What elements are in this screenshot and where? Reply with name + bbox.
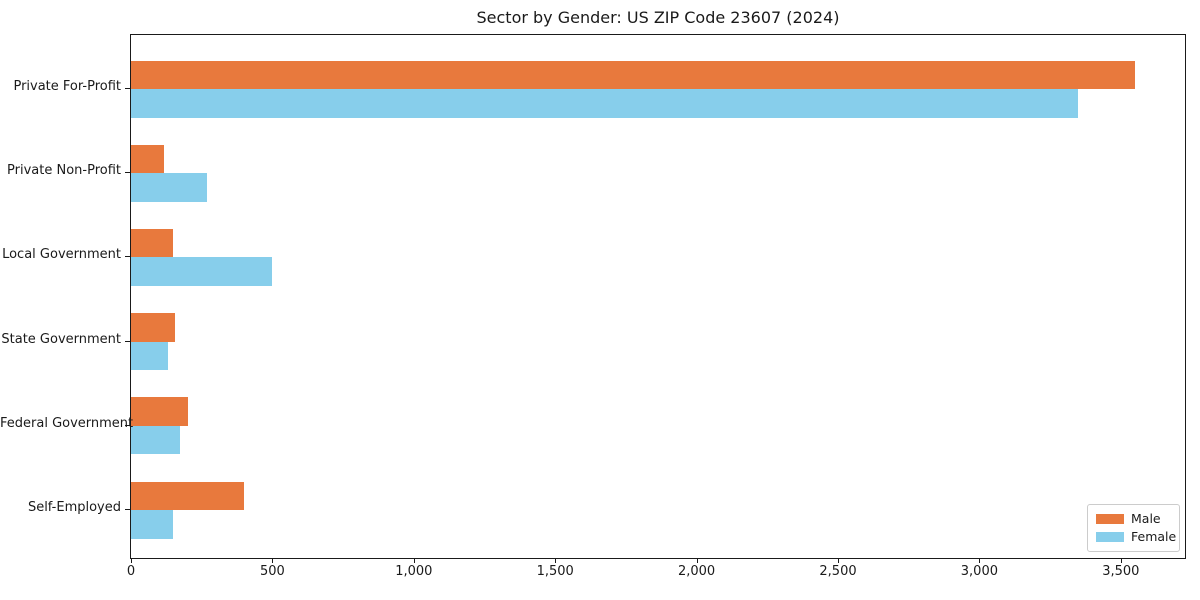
x-tick-mark — [131, 559, 132, 563]
x-tick-label: 3,500 — [1102, 564, 1140, 579]
y-tick-mark — [125, 509, 130, 510]
y-tick-label-private-non-profit: Private Non-Profit — [7, 163, 121, 179]
chart-title: Sector by Gender: US ZIP Code 23607 (202… — [476, 8, 840, 27]
bar-male-state-government — [131, 313, 175, 342]
x-tick-mark — [979, 559, 981, 563]
y-tick-label-self-employed: Self-Employed — [27, 500, 121, 515]
y-tick-label-federal-government: Federal Government — [0, 415, 134, 431]
y-tick-label-state-government: State Government — [1, 331, 121, 347]
x-tick-mark — [1120, 559, 1122, 563]
x-tick-label: 1,000 — [395, 564, 433, 579]
bar-male-private-non-profit — [131, 144, 164, 174]
y-tick-mark — [125, 88, 130, 89]
bar-female-self-employed — [131, 510, 174, 539]
legend-label-female: Female — [1131, 528, 1177, 544]
y-tick-mark — [125, 256, 130, 258]
y-tick-mark — [125, 172, 130, 174]
bar-female-private-non-profit — [131, 173, 208, 202]
legend-entry-male: Male — [1096, 511, 1179, 526]
y-tick-mark — [125, 340, 130, 342]
bar-female-federal-government — [131, 425, 181, 455]
x-tick-mark — [413, 559, 415, 563]
bar-male-federal-government — [131, 397, 188, 426]
legend-entry-female: Female — [1096, 528, 1179, 544]
x-tick-mark — [555, 559, 557, 563]
male-series-swatch — [1096, 514, 1124, 525]
bar-male-self-employed — [131, 481, 245, 510]
bar-female-local-government — [131, 257, 273, 286]
legend: Male Female — [1087, 504, 1180, 552]
x-tick-label: 3,000 — [960, 564, 998, 579]
x-tick-mark — [696, 559, 698, 563]
x-tick-label: 2,000 — [677, 564, 716, 579]
bar-female-private-for-profit — [131, 89, 1079, 118]
y-tick-label-private-for-profit: Private For-Profit — [13, 79, 121, 94]
bar-male-private-for-profit — [131, 60, 1135, 89]
x-tick-label: 500 — [259, 564, 285, 579]
plot-area — [130, 34, 1186, 559]
female-series-swatch — [1096, 531, 1124, 542]
legend-label-male: Male — [1131, 511, 1161, 526]
bar-female-state-government — [131, 341, 168, 371]
x-tick-label: 1,500 — [536, 564, 574, 579]
x-tick-label: 2,500 — [819, 564, 857, 579]
x-tick-mark — [838, 559, 839, 563]
y-tick-label-local-government: Local Government — [2, 247, 121, 263]
x-tick-label: 0 — [126, 564, 136, 579]
bar-male-local-government — [131, 228, 174, 258]
x-tick-mark — [272, 559, 274, 563]
y-tick-mark — [125, 424, 130, 426]
